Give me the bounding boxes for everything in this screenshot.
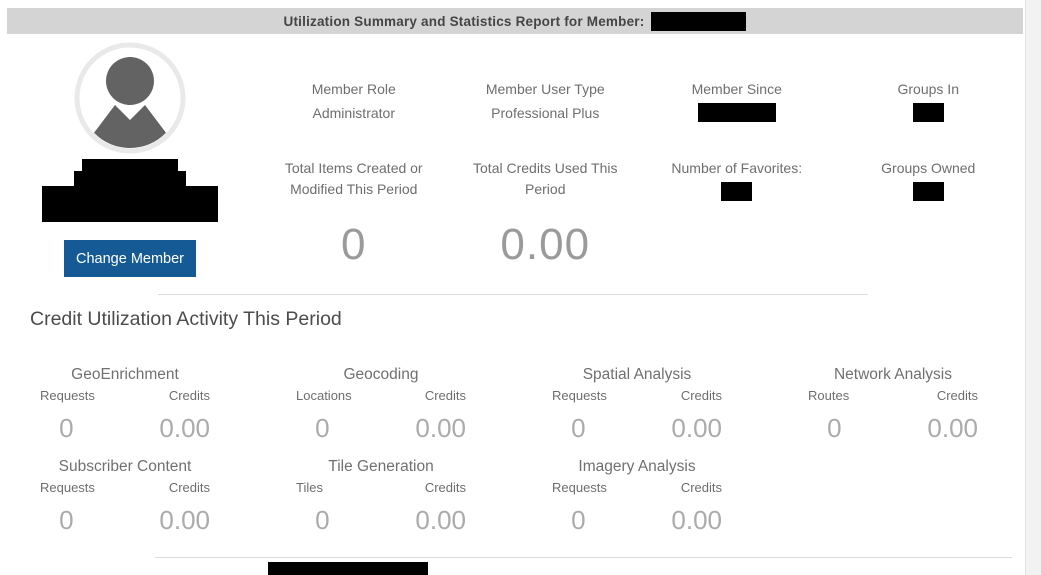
stat-label: Total Credits Used This Period [473, 160, 618, 197]
credits-value: 0.00 [671, 505, 722, 535]
units-label: Requests [40, 388, 95, 403]
stat-label: Groups Owned [881, 160, 976, 176]
member-name-redaction-line3 [42, 186, 218, 222]
stat-value: Administrator [312, 105, 395, 121]
stat-groups-owned: Groups Owned [833, 158, 1025, 270]
stat-label: Groups In [897, 81, 959, 97]
stat-member-user-type: Member User Type Professional Plus [450, 79, 642, 123]
report-title: Utilization Summary and Statistics Repor… [283, 13, 645, 29]
category-title: Subscriber Content [58, 458, 192, 475]
member-stats-row-2: Total Items Created or Modified This Per… [258, 158, 1024, 270]
stat-label: Number of Favorites: [671, 160, 803, 176]
total-credits-value: 0.00 [500, 220, 591, 269]
units-value: 0 [827, 413, 842, 443]
member-name-block [42, 159, 218, 222]
units-value: 0 [571, 505, 586, 535]
credits-value: 0.00 [159, 413, 210, 443]
stat-total-credits: Total Credits Used This Period 0.00 [450, 158, 642, 270]
credits-label: Credits [936, 388, 978, 403]
groups-in-redaction [912, 103, 944, 122]
member-since-redaction [697, 103, 776, 122]
category-title: Network Analysis [833, 366, 952, 383]
credit-category-geocoding: Geocoding Locations Credits 0 0.00 [296, 364, 466, 443]
credits-label: Credits [424, 480, 466, 495]
category-title: GeoEnrichment [71, 366, 179, 383]
units-label: Tiles [296, 480, 323, 495]
credits-label: Credits [680, 388, 722, 403]
credit-category-empty [808, 456, 978, 535]
section-divider-top [158, 294, 868, 295]
category-title: Spatial Analysis [582, 366, 692, 383]
units-value: 0 [59, 505, 74, 535]
member-name-redaction [651, 11, 747, 31]
credits-value: 0.00 [159, 505, 210, 535]
credits-label: Credits [680, 480, 722, 495]
credits-value: 0.00 [415, 505, 466, 535]
units-value: 0 [315, 505, 330, 535]
total-items-value: 0 [341, 220, 367, 269]
credits-value: 0.00 [671, 413, 722, 443]
units-value: 0 [571, 413, 586, 443]
units-label: Routes [808, 388, 850, 403]
credits-value: 0.00 [927, 413, 978, 443]
credits-label: Credits [168, 388, 210, 403]
credit-category-network-analysis: Network Analysis Routes Credits 0 0.00 [808, 364, 978, 443]
credit-category-subscriber-content: Subscriber Content Requests Credits 0 0.… [40, 456, 210, 535]
credits-label: Credits [168, 480, 210, 495]
credit-categories-row-2: Subscriber Content Requests Credits 0 0.… [40, 456, 980, 535]
credits-value: 0.00 [415, 413, 466, 443]
units-label: Requests [552, 388, 607, 403]
units-label: Locations [296, 388, 352, 403]
units-value: 0 [59, 413, 74, 443]
units-value: 0 [315, 413, 330, 443]
favorites-redaction [721, 182, 753, 201]
stat-label: Member User Type [485, 81, 605, 97]
credit-category-geoenrichment: GeoEnrichment Requests Credits 0 0.00 [40, 364, 210, 443]
member-profile: Change Member [0, 42, 260, 277]
credit-categories-row-1: GeoEnrichment Requests Credits 0 0.00 Ge… [40, 364, 980, 443]
section-divider-bottom [155, 557, 1012, 558]
units-label: Requests [552, 480, 607, 495]
stat-member-since: Member Since [641, 79, 833, 123]
stat-label: Member Role [311, 81, 396, 97]
member-name-redaction-line1 [82, 159, 178, 171]
stat-member-role: Member Role Administrator [258, 79, 450, 123]
credit-utilization-heading: Credit Utilization Activity This Period [30, 308, 342, 330]
stat-label: Member Since [691, 81, 782, 97]
credits-label: Credits [424, 388, 466, 403]
category-title: Tile Generation [328, 458, 434, 475]
stat-label: Total Items Created or Modified This Per… [284, 160, 423, 197]
credit-category-spatial-analysis: Spatial Analysis Requests Credits 0 0.00 [552, 364, 722, 443]
stat-total-items: Total Items Created or Modified This Per… [258, 158, 450, 270]
report-header-bar: Utilization Summary and Statistics Repor… [7, 8, 1023, 34]
groups-owned-redaction [912, 182, 944, 201]
category-title: Geocoding [343, 366, 419, 383]
change-member-button[interactable]: Change Member [64, 240, 196, 277]
stat-groups-in: Groups In [833, 79, 1025, 123]
bottom-section-redaction [268, 562, 428, 575]
member-name-redaction-line2 [74, 171, 186, 186]
credit-category-tile-generation: Tile Generation Tiles Credits 0 0.00 [296, 456, 466, 535]
stat-number-of-favorites: Number of Favorites: [641, 158, 833, 270]
credit-category-imagery-analysis: Imagery Analysis Requests Credits 0 0.00 [552, 456, 722, 535]
member-avatar-icon [74, 42, 186, 154]
units-label: Requests [40, 480, 95, 495]
member-stats-row-1: Member Role Administrator Member User Ty… [258, 79, 1024, 123]
stat-value: Professional Plus [491, 105, 600, 121]
category-title: Imagery Analysis [578, 458, 696, 475]
